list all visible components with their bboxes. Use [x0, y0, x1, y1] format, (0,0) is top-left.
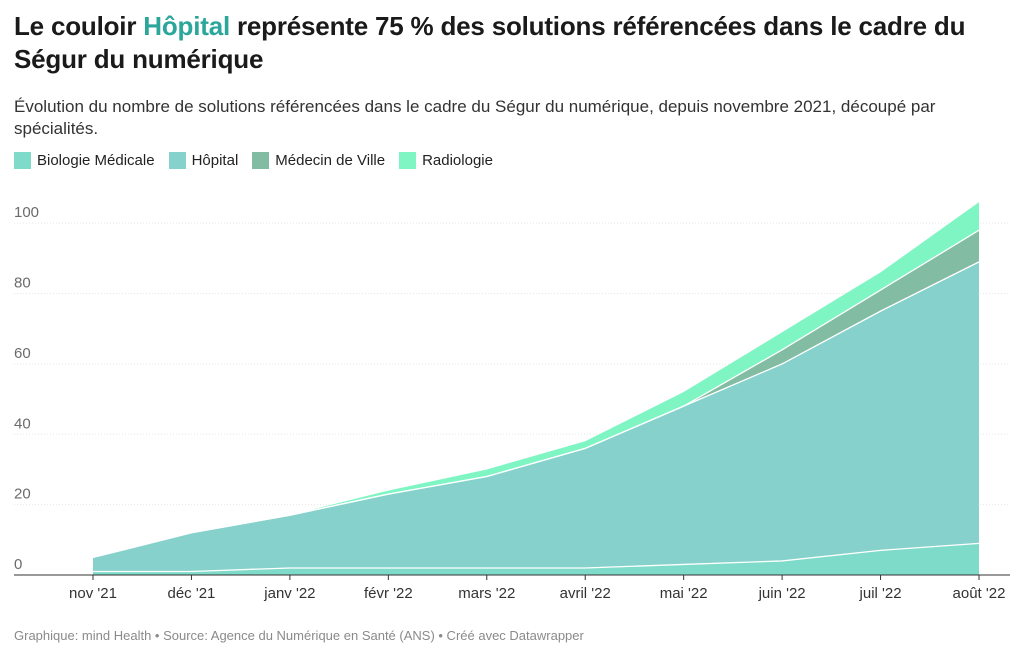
legend-swatch — [168, 152, 186, 169]
y-tick-label: 80 — [14, 275, 31, 292]
legend-swatch — [14, 152, 31, 169]
area-biologie-medicale — [93, 543, 979, 575]
y-tick-label: 100 — [14, 204, 39, 221]
series-boundary-line — [93, 542, 980, 573]
x-tick-label: févr '22 — [364, 585, 413, 602]
legend-item-biologie: Biologie Médicale — [14, 152, 155, 169]
y-tick-label: 20 — [14, 486, 31, 503]
legend-label: Biologie Médicale — [37, 152, 155, 169]
x-tick-label: mars '22 — [458, 585, 515, 602]
legend-swatch — [399, 152, 417, 169]
legend-label: Hôpital — [191, 152, 239, 169]
series-boundary-line — [92, 229, 980, 559]
x-tick-label: juin '22 — [758, 585, 806, 602]
x-tick-label: déc '21 — [167, 585, 215, 602]
legend: Biologie Médicale Hôpital Médecin de Vil… — [14, 152, 493, 169]
legend-swatch — [252, 152, 270, 169]
y-tick-label: 0 — [14, 556, 22, 573]
x-tick-label: janv '22 — [263, 585, 315, 602]
x-tick-label: juil '22 — [859, 585, 902, 602]
legend-item-hopital: Hôpital — [168, 152, 239, 169]
y-tick-label: 60 — [14, 345, 31, 362]
y-tick-label: 40 — [14, 415, 31, 432]
legend-item-medecin-de-ville: Médecin de Ville — [252, 152, 385, 169]
footer-credits: Graphique: mind Health • Source: Agence … — [14, 628, 584, 643]
chart-subtitle: Évolution du nombre de solutions référen… — [14, 97, 936, 138]
title-highlight: Hôpital — [143, 11, 230, 41]
legend-item-radiologie: Radiologie — [399, 152, 493, 169]
x-tick-label: avril '22 — [560, 585, 611, 602]
x-tick-label: août '22 — [953, 585, 1006, 602]
legend-label: Médecin de Ville — [275, 152, 386, 169]
legend-label: Radiologie — [422, 152, 493, 169]
area-hopital — [93, 261, 979, 572]
chart-title: Le couloir Hôpital représente 75 % des s… — [14, 11, 966, 74]
x-tick-label: nov '21 — [69, 585, 117, 602]
x-tick-label: mai '22 — [660, 585, 708, 602]
